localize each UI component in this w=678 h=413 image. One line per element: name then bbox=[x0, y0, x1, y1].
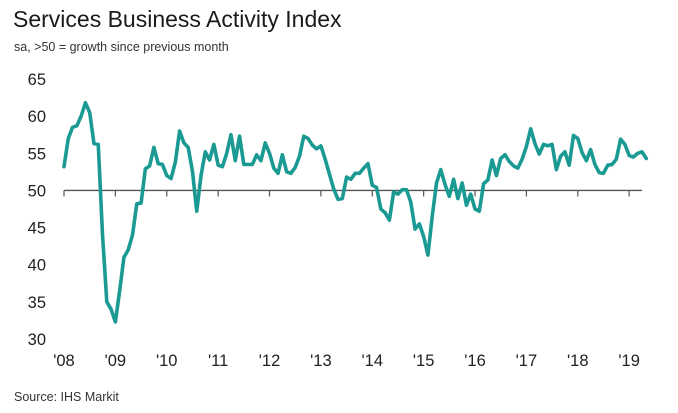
chart-subtitle: sa, >50 = growth since previous month bbox=[14, 40, 229, 54]
x-tick-label: '13 bbox=[310, 352, 332, 370]
y-tick-label: 40 bbox=[28, 257, 46, 275]
x-tick-label: '11 bbox=[208, 352, 228, 370]
x-tick-label: '18 bbox=[567, 352, 589, 370]
x-tick-label: '16 bbox=[464, 352, 486, 370]
y-tick-label: 55 bbox=[28, 145, 46, 163]
chart-source: Source: IHS Markit bbox=[14, 390, 119, 404]
x-axis: '08 '09 '10 '11 '12 '13 '14 '15 '16 '17 '18 '19 bbox=[53, 190, 640, 370]
x-tick-label: '17 bbox=[516, 352, 538, 370]
y-tick-label: 50 bbox=[28, 182, 46, 200]
y-tick-label: 35 bbox=[28, 294, 46, 312]
x-tick-label: '08 bbox=[53, 352, 75, 370]
x-tick-label: '15 bbox=[413, 352, 435, 370]
x-tick-label: '10 bbox=[156, 352, 178, 370]
x-tick-label: '19 bbox=[618, 352, 640, 370]
x-tick-label: '09 bbox=[105, 352, 127, 370]
chart-title: Services Business Activity Index bbox=[13, 6, 342, 32]
y-axis: 30 35 40 45 50 55 60 65 bbox=[28, 71, 46, 349]
y-tick-label: 45 bbox=[28, 220, 46, 238]
y-tick-label: 60 bbox=[28, 108, 46, 126]
x-tick-label: '14 bbox=[362, 352, 384, 370]
y-tick-label: 30 bbox=[28, 331, 46, 349]
series-line bbox=[62, 100, 649, 324]
series-layer bbox=[62, 100, 649, 324]
x-tick-label: '12 bbox=[259, 352, 281, 370]
y-tick-label: 65 bbox=[28, 71, 46, 89]
